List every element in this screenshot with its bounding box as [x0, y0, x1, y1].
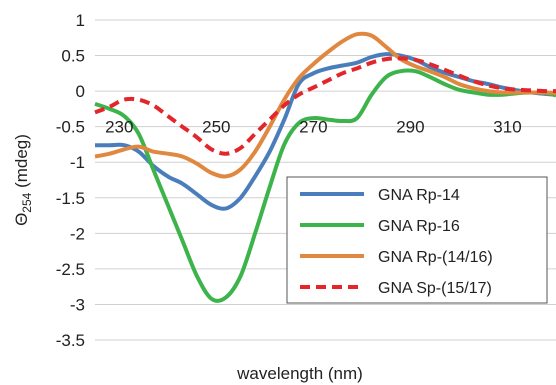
legend-label-2: GNA Rp-16 — [378, 218, 460, 235]
y-tick-label: 0.5 — [61, 47, 85, 66]
y-tick-label: -2.5 — [56, 260, 85, 279]
y-tick-label: -2 — [70, 224, 85, 243]
x-tick-label: 230 — [105, 118, 133, 137]
legend-box — [286, 176, 548, 304]
x-tick-label: 270 — [299, 118, 327, 137]
series-line-2 — [94, 68, 556, 303]
legend-label-1: GNA Rp-14 — [378, 187, 460, 204]
x-tick-label: 290 — [396, 118, 424, 137]
y-tick-label: -1 — [70, 153, 85, 172]
legend: GNA Rp-14 GNA Rp-16 GNA Rp-(14/16) GNA Sp-(… — [286, 176, 548, 304]
legend-label-4: GNA Sp-(15/17) — [378, 280, 492, 297]
x-axis-title: wavelength (nm) — [236, 364, 363, 383]
y-tick-label: 1 — [76, 11, 85, 30]
y-tick-label: -1.5 — [56, 189, 85, 208]
series-lines — [94, 31, 556, 303]
series-line-4 — [94, 56, 556, 156]
x-tick-label: 310 — [493, 118, 521, 137]
y-tick-label: -3 — [70, 295, 85, 314]
y-axis-title-main: Θ — [12, 213, 31, 226]
y-tick-labels: 1 0.5 0 -0.5 -1 -1.5 -2 -2.5 -3 -3.5 — [56, 11, 85, 350]
y-tick-label: -0.5 — [56, 118, 85, 137]
y-axis-title-sub: 254 — [20, 192, 34, 212]
series-line-3 — [94, 31, 556, 179]
y-axis-title: Θ254 (mdeg) — [12, 134, 34, 226]
x-tick-label: 250 — [202, 118, 230, 137]
x-tick-labels: 230 250 270 290 310 — [105, 118, 522, 137]
y-tick-label: 0 — [76, 82, 85, 101]
y-tick-label: -3.5 — [56, 331, 85, 350]
legend-label-3: GNA Rp-(14/16) — [378, 249, 493, 266]
y-axis-title-unit: (mdeg) — [12, 134, 31, 193]
